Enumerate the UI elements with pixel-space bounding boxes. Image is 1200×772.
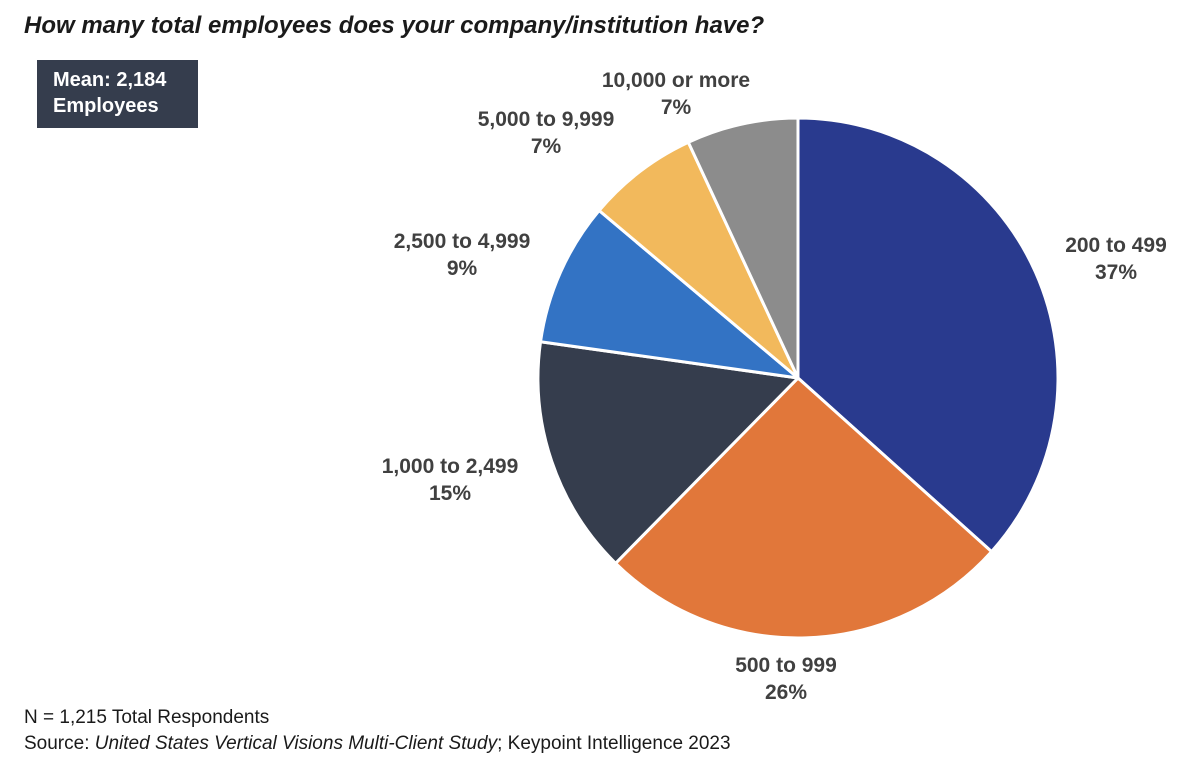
pie-slice — [614, 376, 994, 640]
pie-slice — [539, 209, 800, 380]
pie-slice — [686, 116, 800, 380]
slice-category-label: 2,500 to 4,999 — [394, 230, 531, 253]
respondents-note: N = 1,215 Total Respondents — [24, 707, 270, 728]
mean-badge: Mean: 2,184 Employees — [37, 60, 198, 128]
slice-category-label: 10,000 or more — [602, 69, 750, 92]
slice-value-label: 7% — [531, 135, 562, 158]
slice-value-label: 26% — [765, 681, 807, 704]
source-study: United States Vertical Visions Multi-Cli… — [94, 733, 498, 754]
slice-value-label: 15% — [429, 482, 471, 505]
mean-value: Mean: 2,184 — [53, 69, 167, 91]
mean-unit: Employees — [53, 95, 159, 117]
chart-footer: N = 1,215 Total Respondents Source: Unit… — [24, 705, 731, 757]
pie-slice — [597, 140, 800, 380]
slice-category-label: 200 to 499 — [1065, 234, 1167, 257]
slice-category-label: 500 to 999 — [735, 654, 837, 677]
slice-category-label: 5,000 to 9,999 — [478, 108, 615, 131]
pie-slice — [536, 340, 800, 565]
source-prefix: Source: — [24, 733, 95, 754]
slice-value-label: 37% — [1095, 261, 1137, 284]
chart-title: How many total employees does your compa… — [24, 12, 765, 39]
slice-value-label: 7% — [661, 96, 692, 119]
source-suffix: ; Keypoint Intelligence 2023 — [497, 733, 731, 754]
slice-category-label: 1,000 to 2,499 — [382, 455, 519, 478]
source-note: Source: United States Vertical Visions M… — [24, 731, 731, 757]
pie-slice — [796, 116, 1060, 554]
slice-value-label: 9% — [447, 257, 478, 280]
